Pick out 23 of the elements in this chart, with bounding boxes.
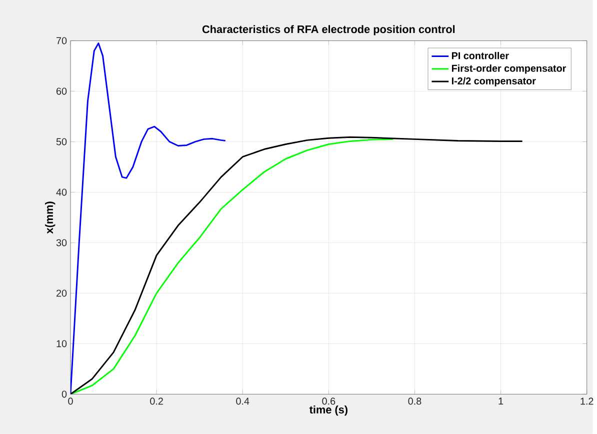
x-tick-label: 0.2 [150,398,163,405]
x-tick-label: 0.8 [408,398,422,405]
y-axis-title: x(mm) [45,202,56,234]
legend-label: PI controller [452,52,509,60]
y-tick-label: 10 [56,340,67,348]
line-series [70,138,394,394]
y-tick-label: 60 [56,88,67,95]
x-tick-label: 1.2 [580,398,594,405]
line-series [70,136,524,394]
y-tick-label: 20 [56,290,67,297]
x-tick-label: 1 [498,398,504,405]
chart-title: Characteristics of RFA electrode position control [202,25,455,36]
legend-label: I-2/2 compensator [452,77,536,86]
x-tick-label: 0.4 [236,398,250,405]
x-axis-title: time (s) [309,406,348,416]
y-tick-label: 0 [62,390,67,398]
legend-label: First-order compensator [452,64,566,74]
y-tick-label: 40 [56,188,67,196]
x-tick-label: 0.6 [322,398,336,405]
y-tick-label: 30 [56,239,67,246]
x-tick-label: 0 [68,398,73,405]
y-tick-label: 70 [56,37,67,44]
y-tick-label: 50 [56,138,67,146]
